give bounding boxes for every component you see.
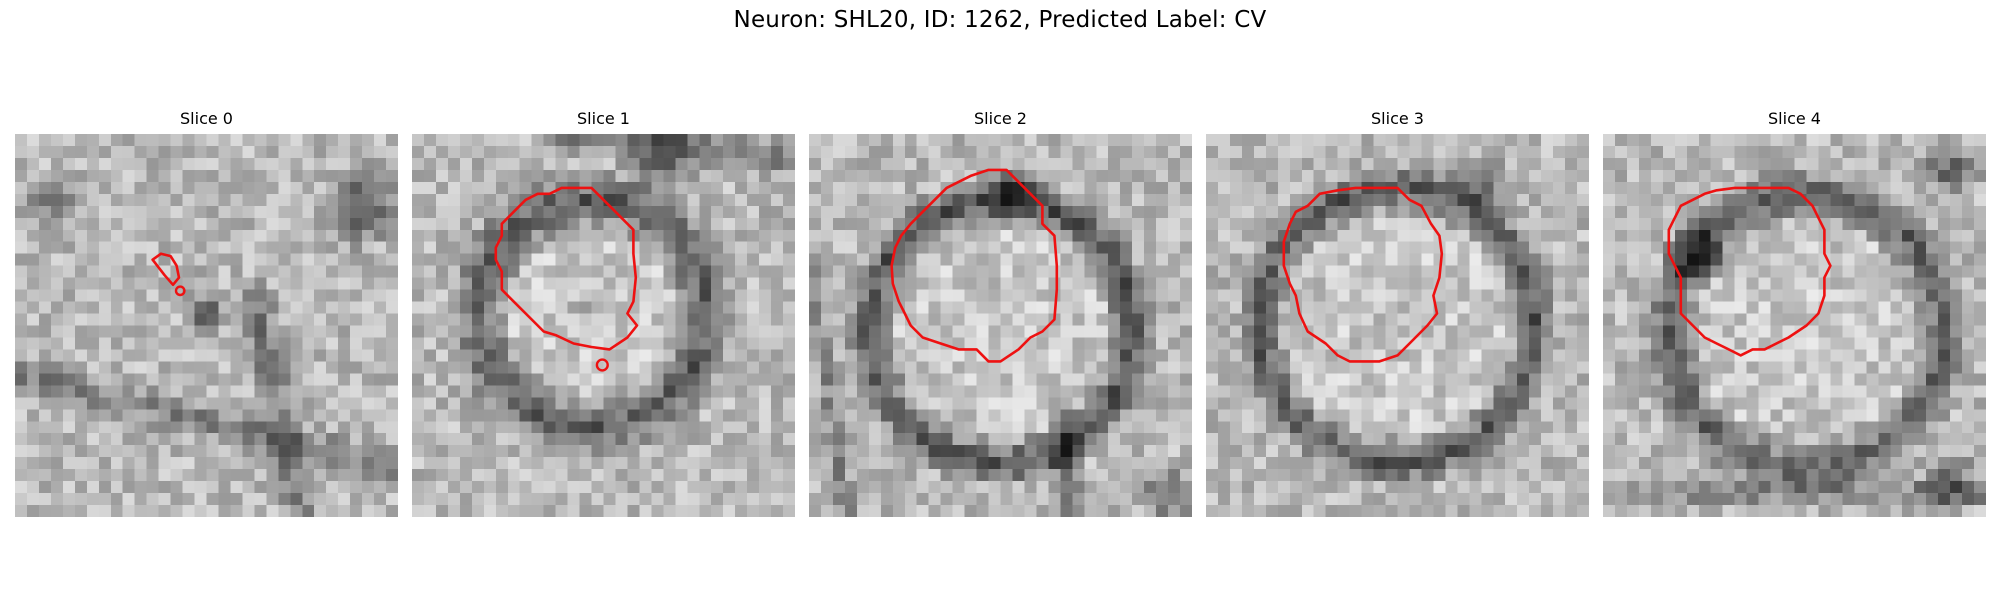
slice-image-4 (1603, 134, 1986, 517)
segmentation-contour (151, 252, 181, 287)
pixel-grid (809, 134, 1192, 517)
slice-image-0 (15, 134, 398, 517)
slice-title-4: Slice 4 (1768, 109, 1821, 128)
figure-title: Neuron: SHL20, ID: 1262, Predicted Label… (733, 7, 1267, 33)
pixel-grid (1206, 134, 1589, 517)
pixel-grid (1603, 134, 1986, 517)
slice-image-svg-4 (1603, 134, 1986, 517)
slice-panel-2: Slice 2 (809, 108, 1192, 518)
slice-panel-3: Slice 3 (1206, 108, 1589, 518)
slice-image-svg-2 (809, 134, 1192, 517)
slice-image-3 (1206, 134, 1589, 517)
segmentation-contour (890, 168, 1059, 363)
slice-title-3: Slice 3 (1371, 109, 1424, 128)
pixel-grid (412, 134, 795, 517)
slice-panel-4: Slice 4 (1603, 108, 1986, 518)
slice-image-svg-1 (412, 134, 795, 517)
slice-image-svg-0 (15, 134, 398, 517)
slice-title-1: Slice 1 (577, 109, 630, 128)
slice-title-2: Slice 2 (974, 109, 1027, 128)
slice-title-0: Slice 0 (180, 109, 233, 128)
slice-image-svg-3 (1206, 134, 1589, 517)
segmentation-contour (1667, 186, 1832, 357)
slice-panel-1: Slice 1 (412, 108, 795, 518)
pixel-grid (15, 134, 398, 517)
segmentation-contour-fragment (174, 285, 186, 297)
segmentation-contour (494, 186, 639, 351)
slice-panel-0: Slice 0 (15, 108, 398, 518)
slice-image-1 (412, 134, 795, 517)
segmentation-contour-fragment (595, 358, 609, 372)
segmentation-contour (1282, 186, 1444, 363)
slice-image-2 (809, 134, 1192, 517)
